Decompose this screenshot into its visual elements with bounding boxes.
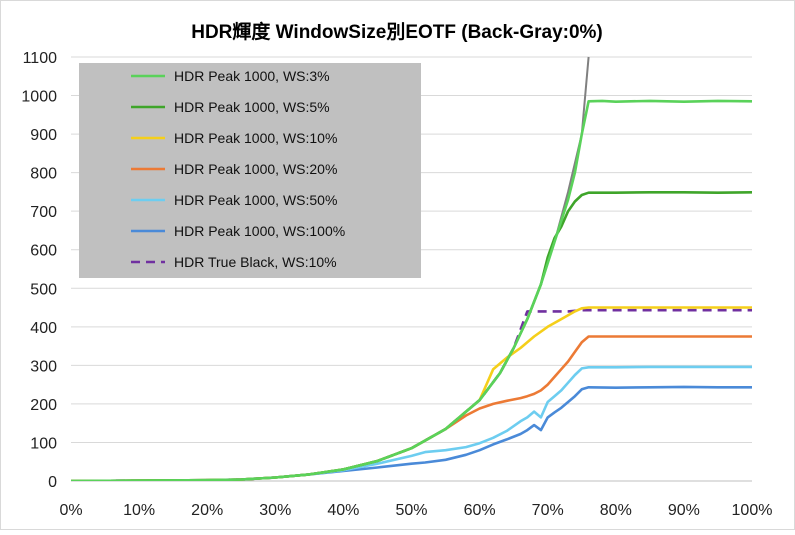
x-tick-label: 10% bbox=[123, 502, 155, 519]
y-tick-label: 1100 bbox=[23, 50, 58, 67]
legend-label: HDR Peak 1000, WS:100% bbox=[174, 223, 345, 239]
x-tick-label: 60% bbox=[464, 502, 496, 519]
y-tick-label: 100 bbox=[30, 435, 57, 452]
y-tick-label: 600 bbox=[30, 243, 57, 260]
legend-box bbox=[79, 63, 421, 278]
x-tick-label: 70% bbox=[532, 502, 564, 519]
x-tick-label: 80% bbox=[600, 502, 632, 519]
legend-label: HDR Peak 1000, WS:5% bbox=[174, 99, 330, 115]
chart-title: HDR輝度 WindowSize別EOTF (Back-Gray:0%) bbox=[191, 20, 603, 43]
legend-label: HDR Peak 1000, WS:10% bbox=[174, 130, 337, 146]
x-tick-label: 30% bbox=[259, 502, 291, 519]
x-tick-label: 50% bbox=[395, 502, 427, 519]
y-tick-label: 200 bbox=[30, 397, 57, 414]
x-tick-label: 20% bbox=[191, 502, 223, 519]
series-lines bbox=[71, 56, 752, 481]
legend-label: HDR Peak 1000, WS:20% bbox=[174, 161, 337, 177]
y-tick-label: 300 bbox=[30, 358, 57, 375]
series-line bbox=[71, 99, 752, 481]
y-tick-label: 400 bbox=[30, 320, 57, 337]
y-tick-label: 0 bbox=[48, 474, 57, 491]
legend-label: HDR Peak 1000, WS:50% bbox=[174, 192, 337, 208]
legend: HDR Peak 1000, WS:3% HDR Peak 1000, WS:5%… bbox=[79, 63, 421, 278]
x-tick-label: 40% bbox=[327, 502, 359, 519]
legend-label: HDR True Black, WS:10% bbox=[174, 254, 337, 270]
y-tick-label: 700 bbox=[30, 204, 57, 221]
x-tick-label: 100% bbox=[732, 502, 773, 519]
x-tick-label: 0% bbox=[59, 502, 82, 519]
y-tick-label: 1000 bbox=[21, 89, 57, 106]
axes: 0 100 200 300 400 500 600 700 800 900 1000 1100 0% 10… bbox=[21, 50, 772, 519]
y-tick-label: 500 bbox=[30, 281, 57, 298]
y-tick-label: 800 bbox=[30, 166, 57, 183]
x-tick-label: 90% bbox=[668, 502, 700, 519]
legend-label: HDR Peak 1000, WS:3% bbox=[174, 68, 330, 84]
y-tick-label: 900 bbox=[30, 127, 57, 144]
